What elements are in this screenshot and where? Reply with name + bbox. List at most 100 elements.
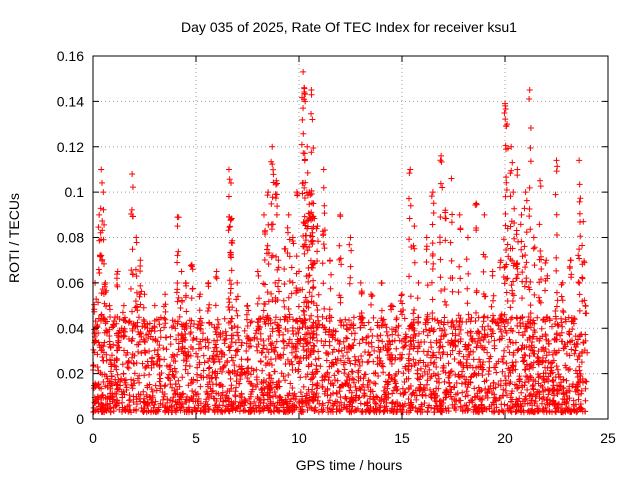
- data-point: [180, 390, 187, 397]
- data-point: [413, 396, 420, 403]
- data-point: [306, 243, 313, 250]
- data-point: [543, 352, 550, 359]
- data-point: [388, 360, 395, 367]
- data-point: [395, 368, 402, 375]
- data-point: [369, 292, 376, 299]
- data-point: [464, 285, 471, 292]
- data-point: [253, 407, 260, 414]
- data-point: [437, 180, 444, 187]
- chart-title: Day 035 of 2025, Rate Of TEC Index for r…: [181, 19, 517, 35]
- data-point: [372, 369, 379, 376]
- data-point: [302, 179, 309, 186]
- data-point: [197, 408, 204, 415]
- data-point: [205, 345, 212, 352]
- data-point: [563, 350, 570, 357]
- data-point: [464, 300, 471, 307]
- data-point: [537, 183, 544, 190]
- data-point: [286, 278, 293, 285]
- data-point: [300, 105, 307, 112]
- data-point: [162, 404, 169, 411]
- data-point: [228, 332, 235, 339]
- data-point: [389, 355, 396, 362]
- data-point: [98, 290, 105, 297]
- data-point: [456, 263, 463, 270]
- data-point: [128, 376, 135, 383]
- data-point: [485, 338, 492, 345]
- data-point: [499, 392, 506, 399]
- data-point: [440, 368, 447, 375]
- data-point: [578, 390, 585, 397]
- data-point: [496, 394, 503, 401]
- data-point: [221, 362, 228, 369]
- data-point: [194, 371, 201, 378]
- data-point: [399, 311, 406, 318]
- data-point: [364, 382, 371, 389]
- data-point: [268, 158, 275, 165]
- data-point: [576, 333, 583, 340]
- data-point: [536, 337, 543, 344]
- data-point: [391, 384, 398, 391]
- data-point: [463, 388, 470, 395]
- data-point: [247, 371, 254, 378]
- data-point: [229, 401, 236, 408]
- data-point: [460, 353, 467, 360]
- data-point: [448, 257, 455, 264]
- data-point: [205, 405, 212, 412]
- data-point: [548, 367, 555, 374]
- data-point: [320, 402, 327, 409]
- data-point: [299, 190, 306, 197]
- data-point: [436, 344, 443, 351]
- data-point: [305, 361, 312, 368]
- data-point: [301, 150, 308, 157]
- data-point: [429, 265, 436, 272]
- data-point: [222, 406, 229, 413]
- data-point: [172, 390, 179, 397]
- data-point: [442, 389, 449, 396]
- data-point: [582, 378, 589, 385]
- data-point: [297, 340, 304, 347]
- data-point: [199, 330, 206, 337]
- data-point: [577, 233, 584, 240]
- data-point: [343, 405, 350, 412]
- data-point: [244, 374, 251, 381]
- data-point: [302, 335, 309, 342]
- data-point: [238, 342, 245, 349]
- data-point: [187, 329, 194, 336]
- data-point: [392, 328, 399, 335]
- data-point: [495, 320, 502, 327]
- data-point: [281, 245, 288, 252]
- data-point: [336, 242, 343, 249]
- data-point: [146, 394, 153, 401]
- data-point: [421, 338, 428, 345]
- data-point: [138, 288, 145, 295]
- data-point: [558, 409, 565, 416]
- data-point: [314, 313, 321, 320]
- data-point: [357, 324, 364, 331]
- data-point: [441, 298, 448, 305]
- data-point: [198, 407, 205, 414]
- data-point: [284, 249, 291, 256]
- data-point: [535, 348, 542, 355]
- data-point: [422, 319, 429, 326]
- data-point: [545, 359, 552, 366]
- data-point: [148, 355, 155, 362]
- data-point: [284, 356, 291, 363]
- data-point: [460, 362, 467, 369]
- data-point: [212, 374, 219, 381]
- data-point: [347, 360, 354, 367]
- data-point: [522, 264, 529, 271]
- data-point: [229, 240, 236, 247]
- data-point: [412, 404, 419, 411]
- data-point: [279, 399, 286, 406]
- data-point: [433, 378, 440, 385]
- data-point: [140, 405, 147, 412]
- data-point: [334, 377, 341, 384]
- data-point: [314, 223, 321, 230]
- data-point: [269, 194, 276, 201]
- data-point: [337, 255, 344, 262]
- data-point: [159, 396, 166, 403]
- data-point: [156, 342, 163, 349]
- data-point: [481, 405, 488, 412]
- data-point: [118, 325, 125, 332]
- data-point: [498, 317, 505, 324]
